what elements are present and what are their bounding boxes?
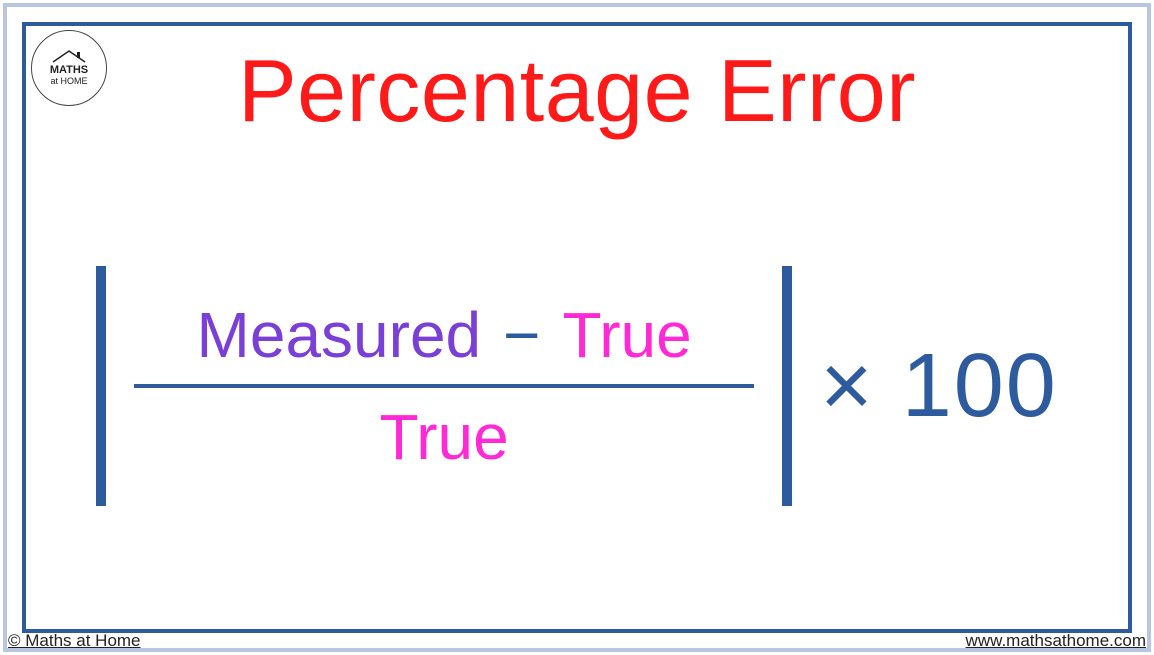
website-url: www.mathsathome.com — [966, 631, 1146, 651]
fraction-line — [134, 384, 754, 388]
times-sign: × — [820, 336, 875, 436]
abs-bar-right — [782, 266, 792, 506]
page-title: Percentage Error — [26, 40, 1128, 142]
logo-text-line1: MATHS — [50, 65, 88, 77]
fraction: Measured − True True — [134, 298, 754, 474]
denominator: True — [380, 400, 509, 474]
minus-sign: − — [503, 298, 540, 372]
numerator: Measured − True — [197, 298, 692, 372]
abs-bar-left — [96, 266, 106, 506]
hundred: 100 — [902, 336, 1058, 436]
copyright-text: © Maths at Home — [8, 631, 141, 651]
logo-badge: MATHS at HOME — [31, 30, 107, 106]
times-hundred: × 100 — [820, 335, 1058, 438]
true-term-numerator: True — [563, 298, 692, 372]
inner-frame: MATHS at HOME Percentage Error Measured … — [22, 22, 1132, 633]
measured-term: Measured — [197, 298, 482, 372]
true-term-denominator: True — [380, 400, 509, 474]
formula-container: Measured − True True × 100 — [86, 266, 1068, 506]
house-roof-icon — [52, 50, 86, 63]
logo-text-line2: at HOME — [50, 77, 87, 86]
